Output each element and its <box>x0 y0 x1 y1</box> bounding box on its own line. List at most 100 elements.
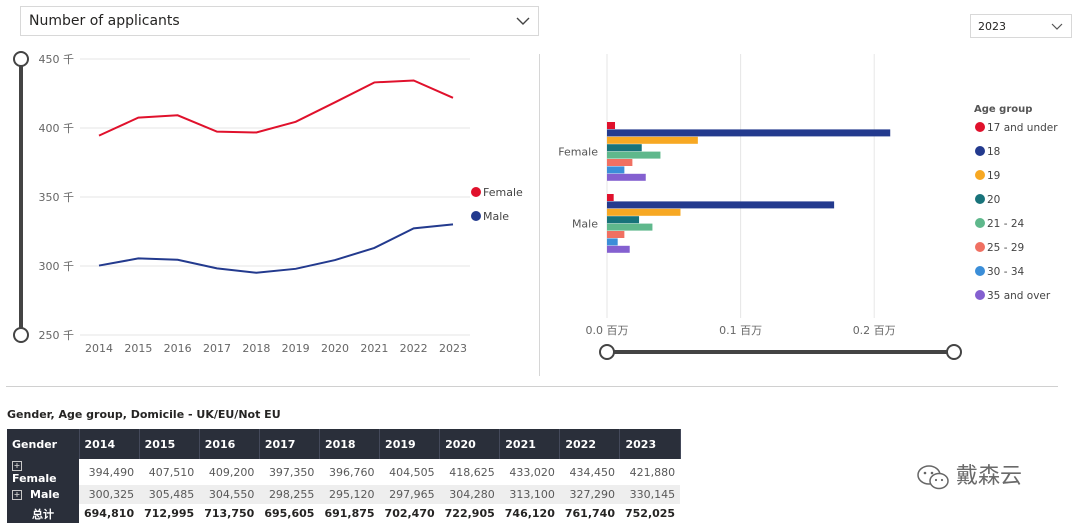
x-tick-label: 2022 <box>400 342 428 355</box>
bar-male-20[interactable] <box>607 216 640 224</box>
vertical-range-slider[interactable] <box>13 51 29 343</box>
year-dropdown[interactable]: 2023 <box>970 14 1072 38</box>
bar-chart-y-axis: Female Male <box>558 146 598 231</box>
column-header-gender[interactable]: Gender <box>7 429 80 459</box>
line-chart-series <box>98 79 454 274</box>
x-tick-label: 0.2 百万 <box>853 324 896 337</box>
bar-female-25-29[interactable] <box>607 159 633 166</box>
bar-male-21-24[interactable] <box>607 223 653 231</box>
x-tick-label: 2021 <box>360 342 388 355</box>
legend-label: Female <box>483 186 523 199</box>
x-tick-label: 2016 <box>164 342 192 355</box>
expand-icon[interactable]: + <box>12 490 22 500</box>
chevron-down-icon <box>1051 23 1063 30</box>
column-header-year[interactable]: 2014 <box>79 429 140 459</box>
bar-male-18[interactable] <box>607 201 835 209</box>
legend-item[interactable]: 30 - 34 <box>975 266 1025 278</box>
bar-female-20[interactable] <box>607 144 642 152</box>
legend-marker <box>975 218 985 228</box>
legend-label: 20 <box>987 194 1000 206</box>
total-cell: 694,810 <box>79 504 140 523</box>
column-header-year[interactable]: 2021 <box>499 429 561 459</box>
column-header-year[interactable]: 2015 <box>139 429 200 459</box>
legend-label: 25 - 29 <box>987 242 1024 254</box>
table-cell: 327,290 <box>559 485 620 504</box>
row-label: Female <box>12 472 57 485</box>
legend-item-female[interactable]: Female <box>471 186 523 199</box>
table-cell: 434,450 <box>559 459 620 485</box>
legend-item[interactable]: 20 <box>975 194 1000 206</box>
year-dropdown-value: 2023 <box>978 20 1006 33</box>
y-tick-label: 450 千 <box>39 53 75 66</box>
y-tick-label: 250 千 <box>39 329 75 342</box>
legend-label: Male <box>483 210 509 223</box>
x-tick-label: 2020 <box>321 342 349 355</box>
column-header-year[interactable]: 2019 <box>379 429 441 459</box>
legend-label: 35 and over <box>987 290 1051 302</box>
column-header-year[interactable]: 2018 <box>319 429 381 459</box>
y-tick-label: 300 千 <box>39 260 75 273</box>
bar-female-18[interactable] <box>607 129 891 137</box>
horizontal-range-slider[interactable] <box>599 344 962 360</box>
x-tick-label: 2019 <box>282 342 310 355</box>
slider-handle-top[interactable] <box>13 51 29 67</box>
slider-handle-left[interactable] <box>599 344 615 360</box>
bar-chart-gridlines <box>606 54 875 318</box>
legend-item[interactable]: 19 <box>975 170 1000 182</box>
watermark: 戴森云 <box>916 458 1022 491</box>
bar-male-35andover[interactable] <box>607 245 630 253</box>
legend-item[interactable]: 17 and under <box>975 122 1058 134</box>
bar-male-17andunder[interactable] <box>607 194 614 201</box>
legend-marker <box>471 211 481 221</box>
bar-male-19[interactable] <box>607 208 681 216</box>
column-header-year[interactable]: 2017 <box>259 429 320 459</box>
total-cell: 761,740 <box>559 504 620 523</box>
legend-item-male[interactable]: Male <box>471 210 509 223</box>
expand-icon[interactable]: + <box>12 461 22 471</box>
line-chart-x-axis: 2014 2015 2016 2017 2018 2019 2020 2021 2022 2023 <box>85 342 467 355</box>
column-header-year[interactable]: 2023 <box>619 429 681 459</box>
legend-item[interactable]: 35 and over <box>975 290 1051 302</box>
table-header-row: Gender 2014 2015 2016 2017 2018 2019 2020 2021 20… <box>7 429 681 459</box>
bar-chart-bars <box>607 122 891 253</box>
legend-item[interactable]: 25 - 29 <box>975 242 1024 254</box>
bar-chart-x-axis: 0.0 百万 0.1 百万 0.2 百万 <box>586 324 896 337</box>
table-cell: 305,485 <box>139 485 200 504</box>
bar-female-30-34[interactable] <box>607 166 625 174</box>
total-label: 总计 <box>7 504 79 523</box>
bar-female-19[interactable] <box>607 136 698 144</box>
data-matrix: Gender 2014 2015 2016 2017 2018 2019 2020 2021 20… <box>7 429 681 523</box>
table-cell: 433,020 <box>499 459 560 485</box>
legend-label: 19 <box>987 170 1000 182</box>
column-header-year[interactable]: 2022 <box>559 429 621 459</box>
legend-marker <box>975 266 985 276</box>
bar-female-35andover[interactable] <box>607 173 646 181</box>
bar-male-25-29[interactable] <box>607 231 625 238</box>
bar-male-30-34[interactable] <box>607 238 618 246</box>
slider-handle-right[interactable] <box>946 344 962 360</box>
total-cell: 712,995 <box>139 504 200 523</box>
y-tick-label: 350 千 <box>39 191 75 204</box>
bar-female-17andunder[interactable] <box>607 122 616 129</box>
line-chart-gridlines <box>80 58 470 336</box>
legend-item[interactable]: 18 <box>975 146 1000 158</box>
x-tick-label: 2015 <box>124 342 152 355</box>
column-header-year[interactable]: 2016 <box>199 429 260 459</box>
total-cell: 702,470 <box>379 504 440 523</box>
legend-item[interactable]: 21 - 24 <box>975 218 1025 230</box>
legend-title: Age group <box>974 104 1032 115</box>
slider-handle-bottom[interactable] <box>13 327 29 343</box>
metric-dropdown-value: Number of applicants <box>29 13 180 29</box>
table-cell: 404,505 <box>379 459 440 485</box>
column-header-year[interactable]: 2020 <box>439 429 501 459</box>
legend-marker <box>975 194 985 204</box>
total-cell: 713,750 <box>199 504 260 523</box>
row-label: Male <box>30 488 60 501</box>
legend-marker <box>975 170 985 180</box>
bar-female-21-24[interactable] <box>607 151 661 159</box>
bar-chart-legend: Age group 17 and under 18 19 20 21 - 24 25 - 2… <box>974 104 1058 302</box>
metric-dropdown[interactable]: Number of applicants <box>20 6 539 36</box>
legend-marker <box>975 290 985 300</box>
category-label-female: Female <box>558 146 598 159</box>
table-cell: 409,200 <box>199 459 260 485</box>
